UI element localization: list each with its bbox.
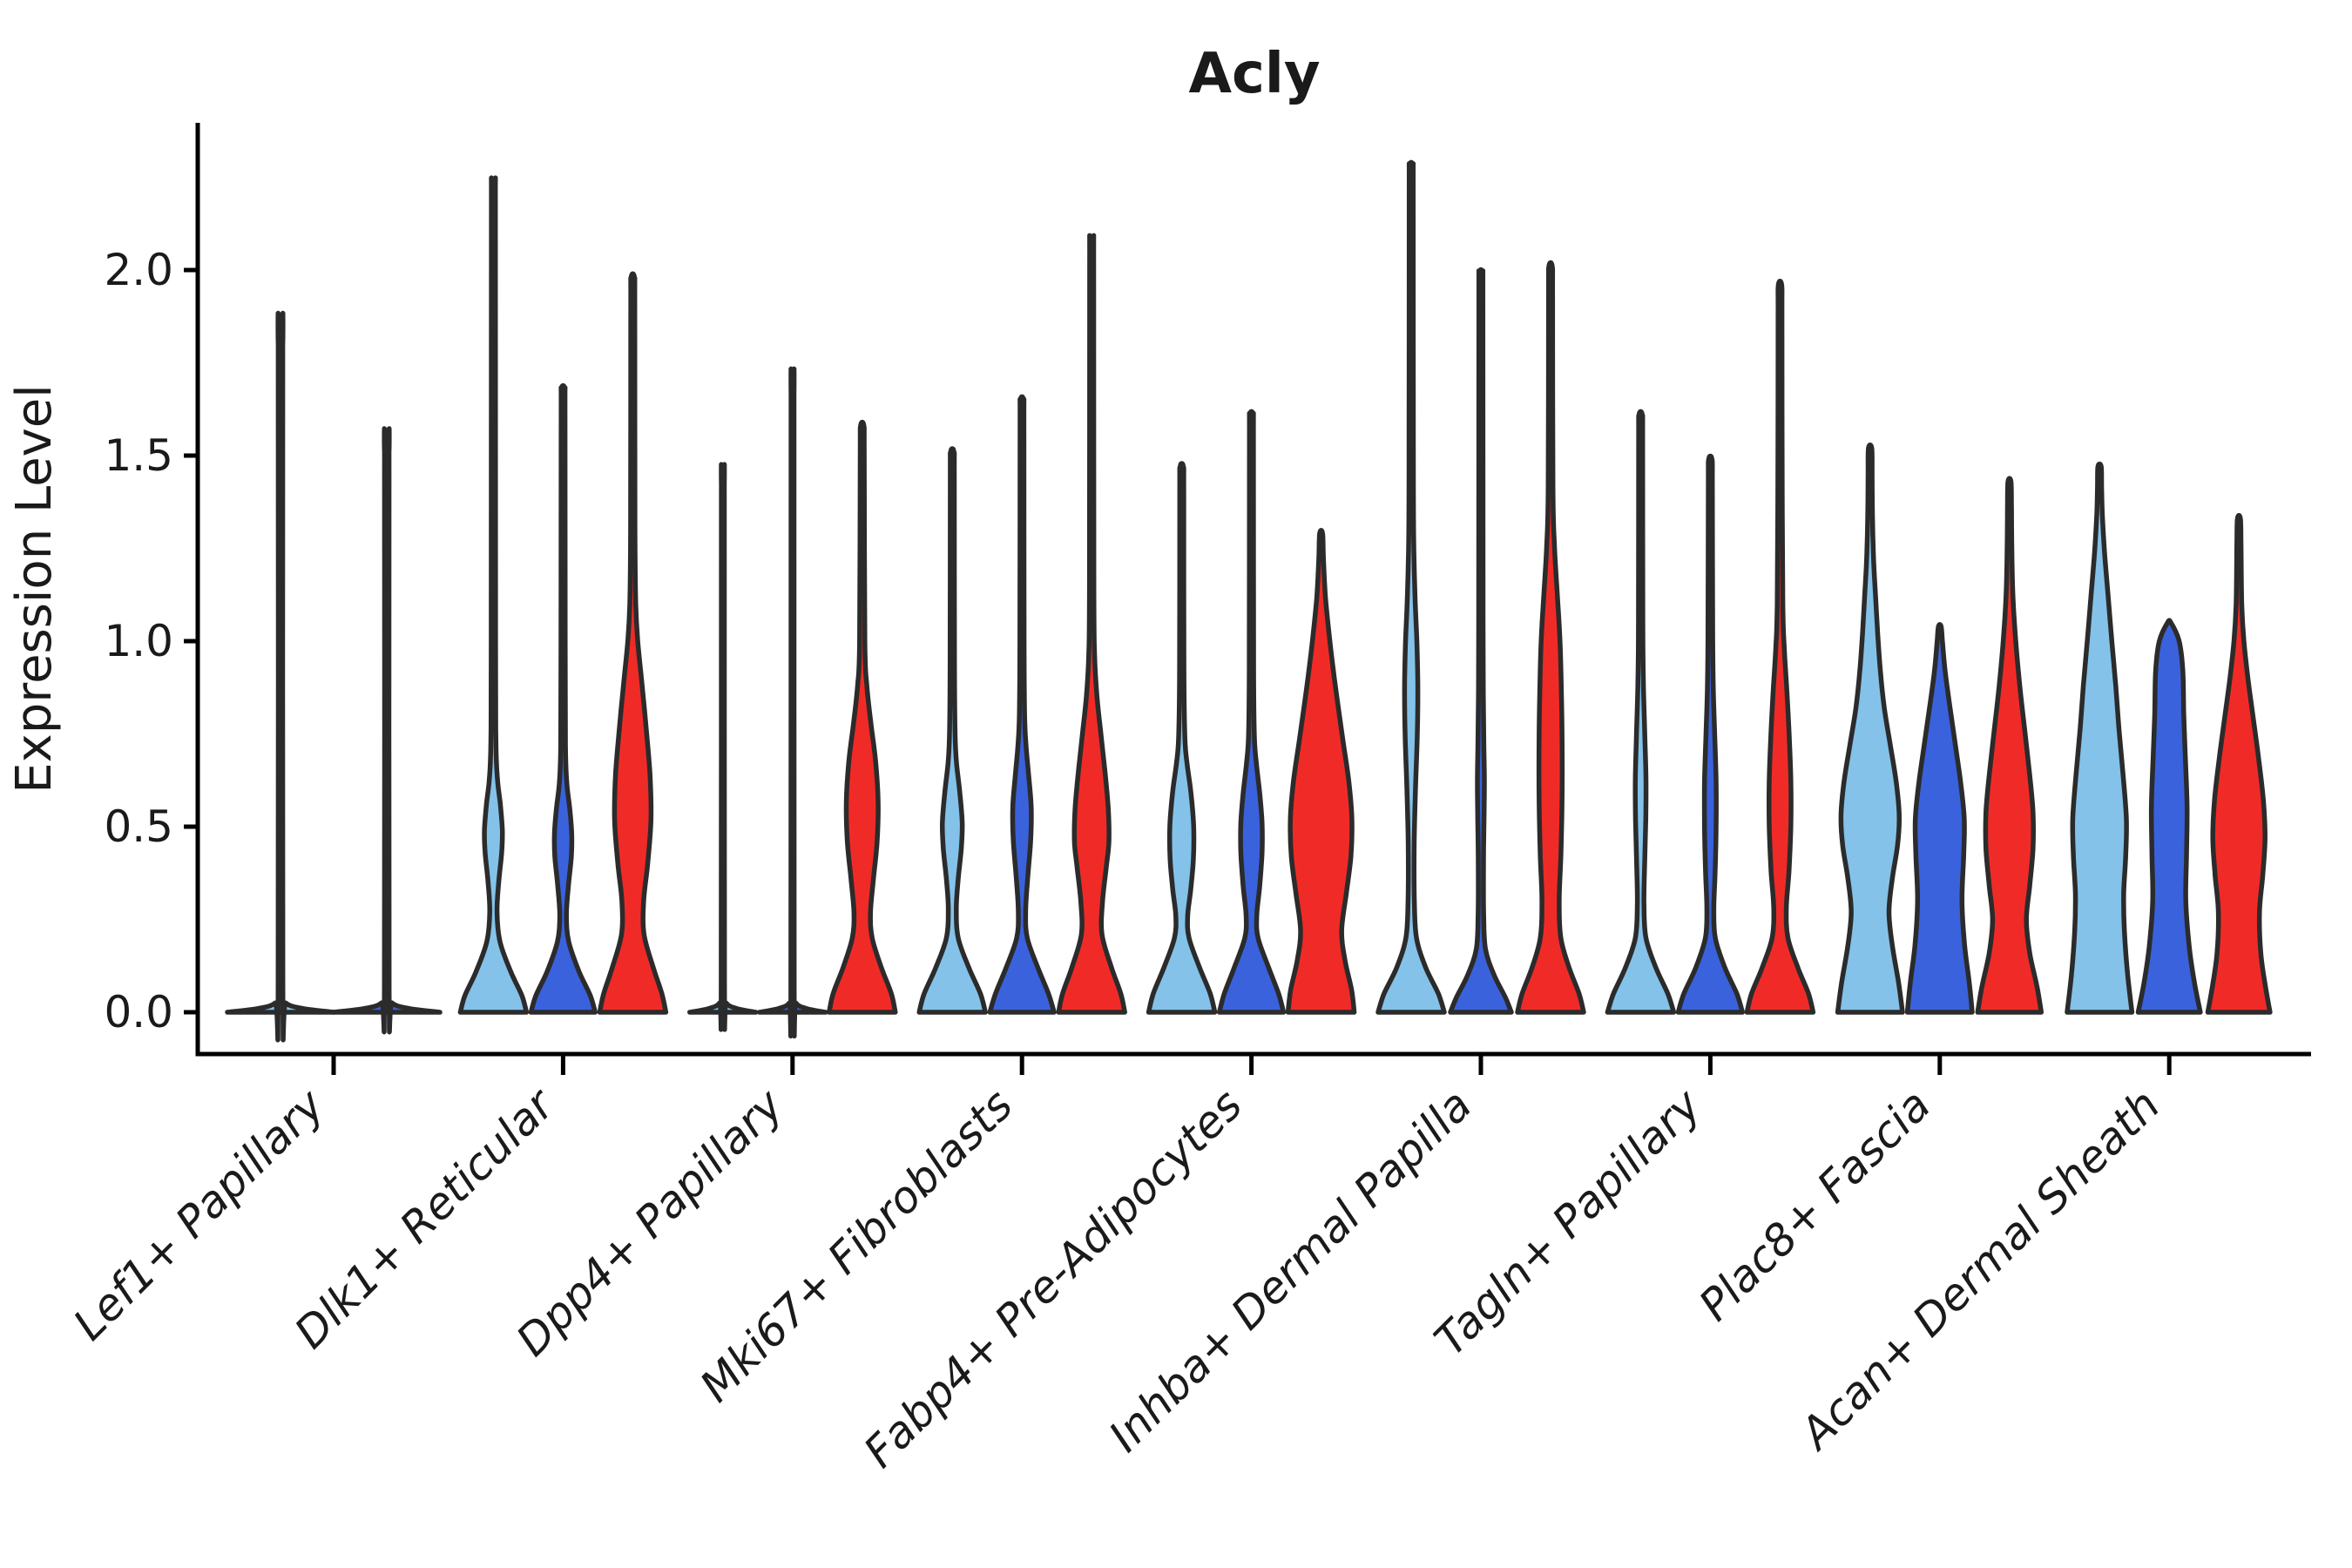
- violin-5-blue: [1216, 409, 1287, 1015]
- violin-6-blue: [1448, 267, 1514, 1015]
- violin-8-blue: [1904, 622, 1975, 1015]
- x-tick-label: Plac8+ Fascia: [1689, 1079, 1940, 1330]
- violin-9-blue: [2135, 618, 2203, 1015]
- violin-3-blue: [757, 366, 828, 1038]
- violin-9-lightblue: [2065, 461, 2135, 1015]
- violin-1-lightblue: [225, 310, 336, 1043]
- chart-title: Acly: [1188, 42, 1320, 106]
- violin-7-red: [1744, 279, 1816, 1015]
- violin-5-red: [1285, 528, 1357, 1015]
- violin-6-red: [1515, 260, 1586, 1015]
- violin-9-red: [2205, 512, 2273, 1015]
- violin-3-red: [827, 419, 898, 1015]
- y-tick-label: 1.0: [104, 616, 173, 666]
- x-tick-label: Inhba+ Dermal Papilla: [1099, 1079, 1481, 1461]
- violin-2-red: [597, 271, 669, 1015]
- violin-4-lightblue: [916, 446, 988, 1015]
- violin-8-red: [1975, 476, 2044, 1015]
- y-tick-label: 1.5: [104, 430, 173, 481]
- violin-series-group: [225, 159, 2273, 1043]
- y-tick-label: 0.5: [104, 801, 173, 852]
- y-tick-label: 0.0: [104, 987, 173, 1037]
- violin-4-blue: [987, 394, 1057, 1015]
- violin-7-blue: [1675, 453, 1746, 1015]
- y-tick-label: 2.0: [104, 245, 173, 295]
- violin-5-lightblue: [1146, 461, 1218, 1015]
- violin-2-lightblue: [457, 175, 530, 1015]
- violin-1-blue: [331, 426, 443, 1035]
- y-axis-label: Expression Level: [6, 384, 63, 794]
- violin-3-lightblue: [687, 462, 759, 1032]
- x-tick-label: Lef1+ Papillary: [64, 1078, 335, 1349]
- violin-4-red: [1056, 233, 1127, 1015]
- x-tick-label: Acan+ Dermal Sheath: [1789, 1079, 2170, 1460]
- x-tick-label: Fabp4+ Pre-Adipocytes: [855, 1079, 1253, 1477]
- violin-6-lightblue: [1375, 159, 1447, 1015]
- violin-7-lightblue: [1605, 409, 1677, 1015]
- violin-2-blue: [528, 382, 598, 1015]
- violin-8-lightblue: [1835, 443, 1905, 1015]
